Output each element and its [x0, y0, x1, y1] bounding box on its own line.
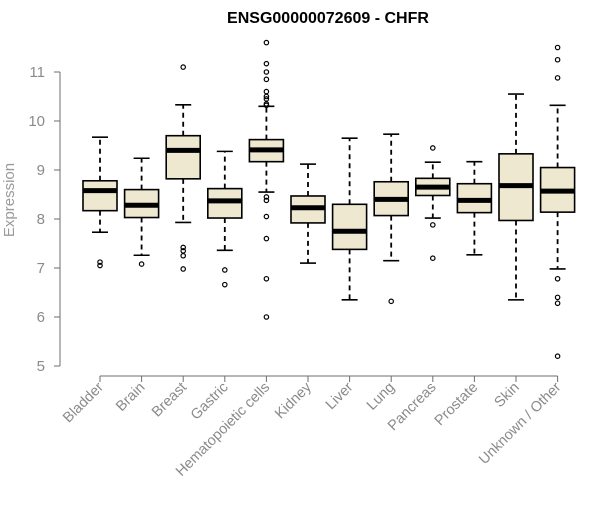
box-breast	[165, 64, 201, 272]
box-hematopoietic-cells	[248, 39, 285, 320]
box-pancreas	[414, 145, 451, 262]
chart-title: ENSG00000072609 - CHFR	[227, 10, 429, 27]
y-tick-label: 6	[37, 309, 45, 326]
outlier-point	[554, 353, 561, 360]
box-brain	[123, 157, 160, 267]
x-tick-label: Liver	[323, 379, 357, 413]
outlier-point	[263, 194, 270, 200]
y-tick-label: 9	[37, 162, 45, 179]
box-liver	[331, 137, 368, 301]
x-tick-label: Breast	[149, 380, 190, 421]
box-bladder	[82, 136, 118, 269]
outlier-point	[554, 275, 561, 282]
outlier-point	[97, 259, 103, 265]
outlier-point	[388, 298, 395, 305]
box-lung	[373, 133, 410, 305]
box-iqr	[82, 179, 118, 212]
y-tick-label: 8	[37, 211, 45, 228]
outlier-point	[429, 145, 436, 151]
outlier-point	[263, 60, 270, 67]
outlier-point	[554, 294, 561, 301]
outlier-point	[263, 102, 270, 109]
outlier-point	[138, 261, 145, 267]
outlier-point	[263, 93, 270, 100]
outlier-point	[263, 314, 270, 320]
outlier-point	[554, 300, 561, 307]
outlier-point	[263, 76, 270, 83]
box-kidney	[290, 163, 326, 264]
outlier-point	[554, 75, 561, 81]
outlier-point	[429, 255, 436, 262]
x-tick-label: Prostate	[432, 380, 481, 429]
outlier-point	[263, 275, 270, 282]
y-axis: 5 6 7 8 9 10 11	[28, 64, 61, 375]
outlier-point	[97, 262, 103, 269]
box-prostate	[456, 160, 493, 256]
y-tick-label: 7	[37, 260, 45, 277]
box-unknown-other	[539, 44, 576, 360]
y-tick-label: 11	[29, 64, 45, 81]
outlier-point	[263, 197, 270, 204]
outlier-point	[263, 88, 270, 95]
box-gastric	[207, 150, 243, 288]
outlier-point	[263, 39, 270, 46]
x-tick-label: Skin	[492, 380, 523, 411]
outlier-point	[263, 235, 270, 242]
box-iqr	[331, 203, 368, 251]
outlier-point	[180, 64, 187, 70]
y-tick-label: 5	[37, 358, 45, 375]
box-skin	[498, 93, 534, 301]
boxes-group	[82, 39, 576, 360]
outlier-point	[429, 222, 436, 228]
outlier-point	[180, 266, 187, 272]
y-axis-label: Expression	[1, 163, 18, 237]
x-tick-label: Kidney	[272, 379, 315, 422]
outlier-point	[554, 44, 561, 51]
outlier-point	[554, 56, 561, 63]
outlier-point	[222, 267, 228, 273]
x-tick-label: Bladder	[60, 379, 107, 426]
outlier-point	[180, 252, 187, 259]
outlier-point	[263, 69, 270, 75]
outlier-point	[180, 244, 187, 251]
outlier-point	[222, 281, 228, 288]
x-tick-label: Lung	[364, 380, 398, 414]
x-tick-label: Brain	[113, 380, 148, 415]
y-tick-label: 10	[28, 113, 45, 130]
box-iqr	[165, 134, 201, 180]
outlier-point	[263, 213, 270, 220]
